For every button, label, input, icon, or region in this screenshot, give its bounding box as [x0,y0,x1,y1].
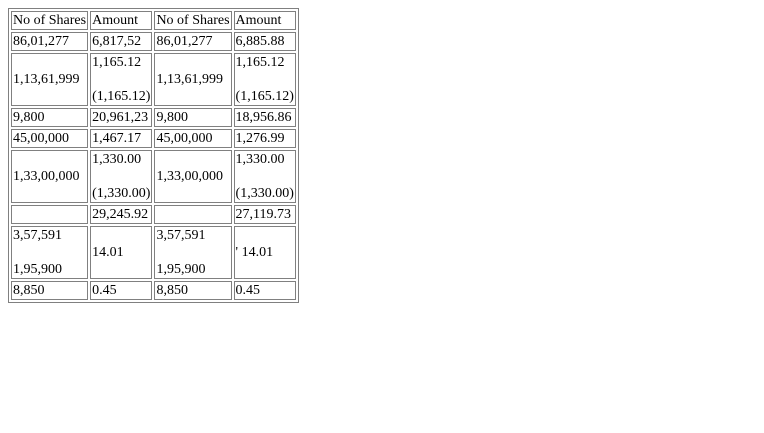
no-of-shares-2-cell: 86,01,277 [154,32,232,51]
cell-line: 1,95,900 [13,262,62,277]
cell-line: 1,165.12 [235,55,285,70]
amount-2-cell: 18,956.86 [233,108,296,127]
no-of-shares-1-cell: 86,01,277 [11,32,89,51]
cell-line: (1,330.00) [92,186,151,201]
no-of-shares-2-cell: 9,800 [154,108,232,127]
amount-2-cell: 0.45 [233,281,296,300]
no-of-shares-1-cell: 45,00,000 [11,129,89,148]
cell-line-gap [156,244,229,261]
cell-line-gap [92,168,150,185]
header-amount-1: Amount [90,11,153,30]
table-row: 86,01,277 6,817,52 86,01,277 6,885.88 [11,32,296,51]
amount-1-cell: 1,330.00 (1,330.00) [90,150,153,203]
table-row: 9,800 20,961,23 9,800 18,956.86 [11,108,296,127]
amount-1-cell: 1,165.12 (1,165.12) [90,53,153,106]
cell-line-gap [13,244,86,261]
no-of-shares-1-cell: 1,13,61,999 [11,53,89,106]
no-of-shares-1-cell: 8,850 [11,281,89,300]
header-amount-2: Amount [233,11,296,30]
cell-line: (1,165.12) [235,89,294,104]
amount-2-cell: 27,119.73 [233,205,296,224]
cell-line-gap [236,71,294,88]
amount-1-cell: 1,467.17 [90,129,153,148]
cell-line-gap [92,71,150,88]
amount-2-cell: 1,276.99 [233,129,296,148]
table-header-row: No of Shares Amount No of Shares Amount [11,11,296,30]
table-row: 3,57,591 1,95,900 14.01 3,57,591 1,95,900 ' 1… [11,226,296,279]
header-no-of-shares-1: No of Shares [11,11,89,30]
no-of-shares-1-cell: 3,57,591 1,95,900 [11,226,89,279]
table-row: 29,245.92 27,119.73 [11,205,296,224]
amount-1-cell: 6,817,52 [90,32,153,51]
no-of-shares-2-cell: 3,57,591 1,95,900 [154,226,232,279]
no-of-shares-2-cell [154,205,232,224]
no-of-shares-2-cell: 8,850 [154,281,232,300]
amount-2-cell: 1,165.12 (1,165.12) [233,53,296,106]
no-of-shares-1-cell: 9,800 [11,108,89,127]
table-row: 8,850 0.45 8,850 0.45 [11,281,296,300]
no-of-shares-2-cell: 1,33,00,000 [154,150,232,203]
no-of-shares-1-cell [11,205,89,224]
table-row: 1,13,61,999 1,165.12 (1,165.12) 1,13,61,999… [11,53,296,106]
amount-2-cell: 6,885.88 [233,32,296,51]
amount-2-cell: ' 14.01 [233,226,296,279]
cell-line: (1,330.00) [235,186,294,201]
shares-table: No of Shares Amount No of Shares Amount … [8,8,299,303]
cell-line-gap [236,168,294,185]
cell-line: 1,165.12 [92,55,142,70]
header-no-of-shares-2: No of Shares [154,11,232,30]
amount-1-cell: 0.45 [90,281,153,300]
cell-line: 1,330.00 [92,152,142,167]
amount-1-cell: 14.01 [90,226,153,279]
no-of-shares-2-cell: 45,00,000 [154,129,232,148]
cell-line: (1,165.12) [92,89,151,104]
amount-2-cell: 1,330.00 (1,330.00) [233,150,296,203]
shares-table-body: No of Shares Amount No of Shares Amount … [11,11,296,300]
cell-line: 3,57,591 [13,228,62,243]
no-of-shares-1-cell: 1,33,00,000 [11,150,89,203]
cell-line: 1,95,900 [156,262,206,277]
amount-1-cell: 20,961,23 [90,108,153,127]
table-row: 1,33,00,000 1,330.00 (1,330.00) 1,33,00,000… [11,150,296,203]
no-of-shares-2-cell: 1,13,61,999 [154,53,232,106]
amount-1-cell: 29,245.92 [90,205,153,224]
cell-line: 3,57,591 [156,228,206,243]
cell-line: 1,330.00 [235,152,285,167]
table-row: 45,00,000 1,467.17 45,00,000 1,276.99 [11,129,296,148]
